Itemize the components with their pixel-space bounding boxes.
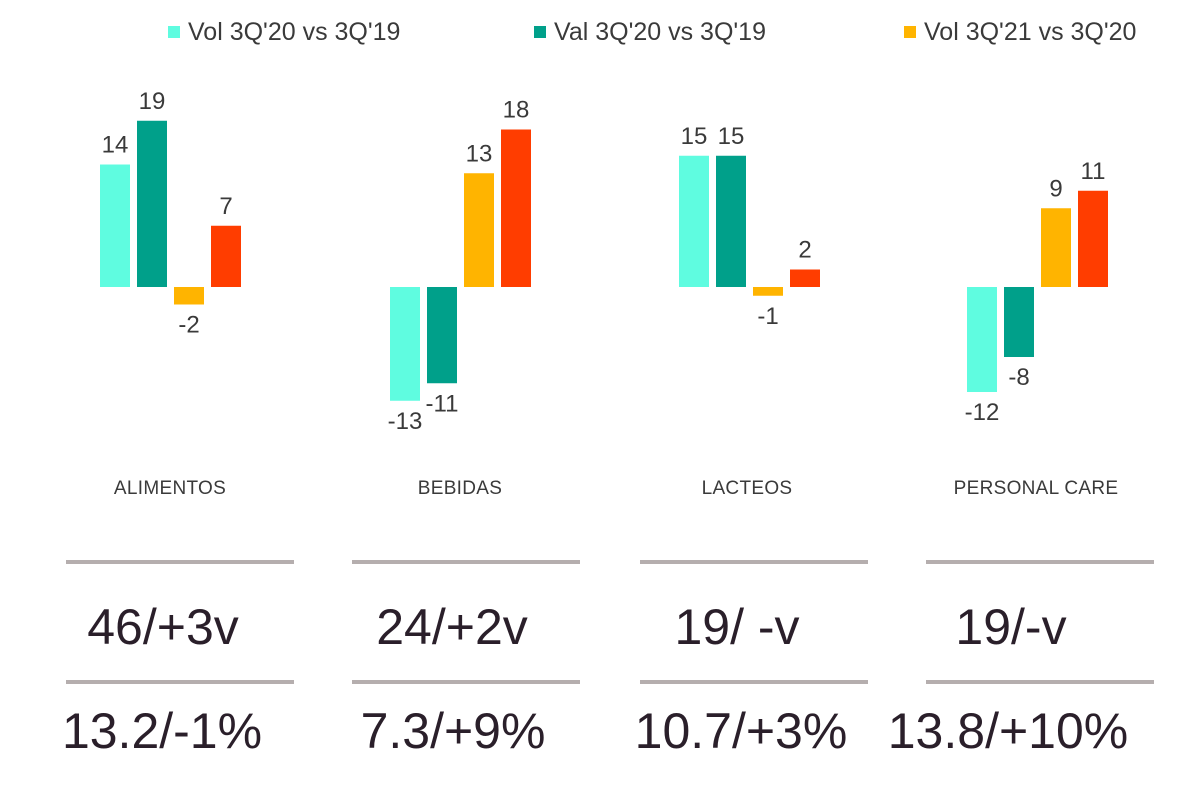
bar-bebidas-series-2 — [427, 287, 457, 384]
divider-bottom-personal-care — [926, 680, 1154, 684]
stat-secondary-bebidas: 7.3/+9% — [360, 703, 546, 759]
bar-bebidas-series-4 — [501, 129, 531, 287]
legend-swatch-vol-3q20 — [168, 26, 180, 38]
legend-label-vol-3q21: Vol 3Q'21 vs 3Q'20 — [924, 17, 1137, 46]
data-label-lacteos-series-3: -1 — [757, 303, 778, 330]
divider-bottom-alimentos — [66, 680, 294, 684]
legend-swatch-vol-3q21 — [904, 26, 916, 38]
bar-lacteos-series-4 — [790, 269, 820, 287]
legend-label-vol-3q20: Vol 3Q'20 vs 3Q'19 — [188, 17, 401, 46]
data-label-alimentos-series-2: 19 — [139, 88, 166, 115]
bar-lacteos-series-3 — [753, 287, 783, 296]
divider-top-lacteos — [640, 560, 868, 564]
data-label-bebidas-series-1: -13 — [388, 408, 423, 435]
legend-label-val-3q20: Val 3Q'20 vs 3Q'19 — [554, 17, 766, 46]
data-label-alimentos-series-4: 7 — [219, 193, 232, 220]
stat-primary-lacteos: 19/ -v — [674, 599, 800, 655]
data-label-personal-care-series-4: 11 — [1081, 158, 1106, 185]
data-label-alimentos-series-1: 14 — [102, 132, 129, 159]
stat-primary-alimentos: 46/+3v — [87, 599, 239, 655]
data-label-bebidas-series-2: -11 — [426, 390, 459, 417]
divider-top-alimentos — [66, 560, 294, 564]
category-label-lacteos: LACTEOS — [701, 478, 793, 499]
bar-personal-care-series-1 — [967, 287, 997, 392]
data-label-personal-care-series-3: 9 — [1049, 175, 1062, 202]
bar-lacteos-series-1 — [679, 155, 709, 287]
data-label-bebidas-series-3: 13 — [466, 140, 493, 167]
divider-bottom-bebidas — [352, 680, 580, 684]
divider-top-personal-care — [926, 560, 1154, 564]
category-label-bebidas: BEBIDAS — [417, 478, 503, 499]
bar-alimentos-series-4 — [211, 225, 241, 287]
data-label-bebidas-series-4: 18 — [503, 97, 530, 124]
bar-personal-care-series-2 — [1004, 287, 1034, 357]
bar-lacteos-series-2 — [716, 155, 746, 287]
stat-secondary-personal-care: 13.8/+10% — [887, 703, 1129, 759]
legend-swatch-val-3q20 — [534, 26, 546, 38]
stat-primary-bebidas: 24/+2v — [376, 599, 528, 655]
bar-personal-care-series-4 — [1078, 190, 1108, 287]
bar-personal-care-series-3 — [1041, 208, 1071, 287]
chart-legend: Vol 3Q'20 vs 3Q'19 Val 3Q'20 vs 3Q'19 Vo… — [0, 14, 1200, 50]
divider-bottom-lacteos — [640, 680, 868, 684]
legend-item-vol-3q21: Vol 3Q'21 vs 3Q'20 — [904, 14, 1136, 50]
data-label-lacteos-series-4: 2 — [798, 237, 811, 264]
data-label-lacteos-series-2: 15 — [718, 123, 745, 150]
stat-secondary-alimentos: 13.2/-1% — [61, 703, 263, 759]
category-label-alimentos: ALIMENTOS — [113, 478, 227, 499]
bar-bebidas-series-3 — [464, 173, 494, 287]
category-label-personal-care: PERSONAL CARE — [953, 478, 1119, 499]
legend-item-vol-3q20: Vol 3Q'20 vs 3Q'19 — [168, 14, 400, 50]
stat-primary-personal-care: 19/-v — [955, 599, 1067, 655]
data-label-lacteos-series-1: 15 — [681, 123, 708, 150]
stat-secondary-lacteos: 10.7/+3% — [634, 703, 848, 759]
data-label-alimentos-series-3: -2 — [178, 312, 199, 339]
data-label-personal-care-series-1: -12 — [965, 399, 1000, 426]
legend-item-val-3q20: Val 3Q'20 vs 3Q'19 — [534, 14, 766, 50]
data-label-personal-care-series-2: -8 — [1008, 364, 1029, 391]
bar-alimentos-series-3 — [174, 287, 204, 305]
divider-top-bebidas — [352, 560, 580, 564]
bar-alimentos-series-2 — [137, 120, 167, 287]
bar-bebidas-series-1 — [390, 287, 420, 401]
bar-alimentos-series-1 — [100, 164, 130, 287]
